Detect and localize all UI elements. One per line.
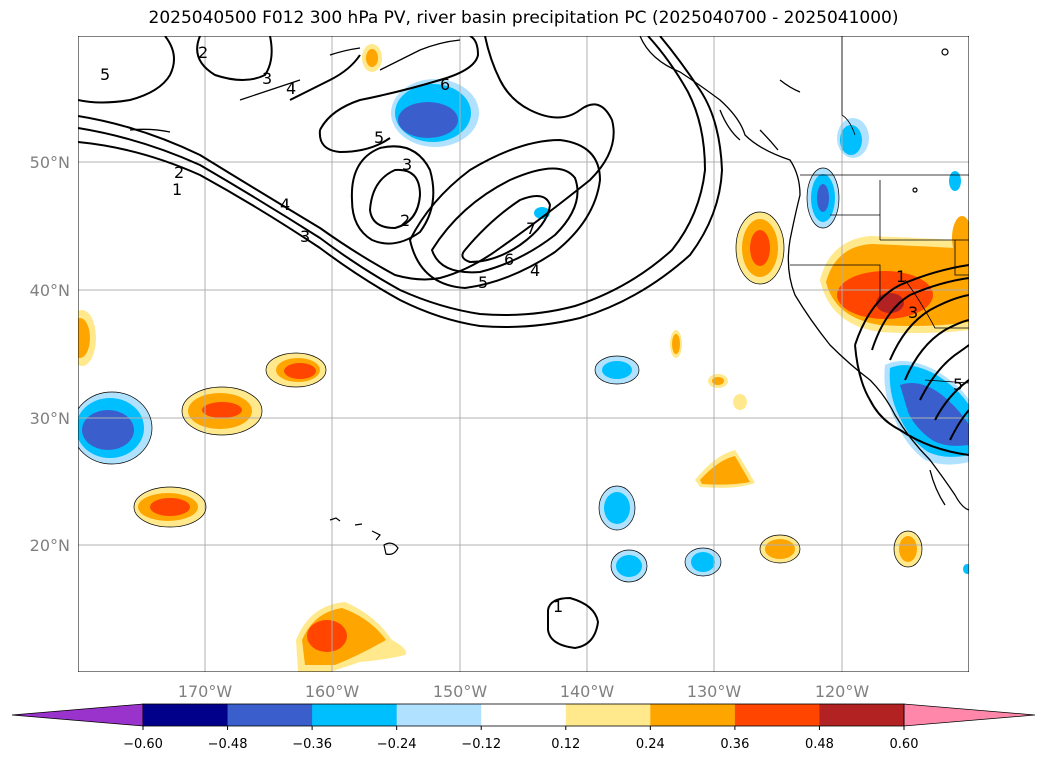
colorbar-tick-label: 0.24 [636, 737, 665, 752]
shading-outlines [78, 167, 923, 583]
map-panel: 1 2 3 4 5 6 7 4 2 3 5 6 3 4 2 5 1 3 5 1 [78, 36, 969, 672]
colorbar-tick-label: −0.60 [123, 737, 163, 752]
contour-label: 6 [504, 250, 514, 269]
contour-label: 3 [402, 155, 412, 174]
graticule [78, 36, 969, 672]
colorbar-tick-label: −0.48 [208, 737, 248, 752]
colorbar-segment [143, 704, 229, 726]
contour-label: 3 [262, 69, 272, 88]
contour-label: 5 [100, 65, 110, 84]
contour-label: 2 [174, 163, 184, 182]
colorbar-tick-label: 0.48 [805, 737, 834, 752]
contour-label: 6 [440, 75, 450, 94]
colorbar-segment [481, 704, 567, 726]
contour-label: 1 [172, 180, 182, 199]
colorbar-outline [142, 703, 905, 727]
contour-label: 1 [553, 597, 563, 616]
lon-label: 130°W [687, 682, 742, 701]
contour-label: 3 [908, 303, 918, 322]
contour-label: 5 [953, 375, 963, 394]
colorbar-right-extension [903, 703, 1036, 727]
contour-label: 7 [526, 219, 536, 238]
lon-label: 120°W [815, 682, 870, 701]
colorbar: −0.60 −0.48 −0.36 −0.24 −0.12 0.12 0.24 0.36 0.4… [11, 703, 1036, 752]
lat-label: 40°N [30, 281, 70, 300]
political-borders [790, 36, 969, 384]
lon-label: 170°W [178, 682, 233, 701]
lat-label: 30°N [30, 409, 70, 428]
colorbar-tick-label: −0.36 [292, 737, 332, 752]
contour-label: 2 [400, 211, 410, 230]
contour-label: 4 [286, 79, 296, 98]
colorbar-tick-label: 0.36 [720, 737, 749, 752]
coastlines [129, 36, 969, 511]
islands [329, 48, 949, 555]
contour-label: 3 [300, 227, 310, 246]
colorbar-tick-label: −0.12 [461, 737, 501, 752]
colorbar-segment [650, 704, 736, 726]
contour-labels: 1 2 3 4 5 6 7 4 2 3 5 6 3 4 2 5 1 3 5 1 [100, 43, 963, 616]
colorbar-segment [819, 704, 905, 726]
contour-label: 2 [198, 43, 208, 62]
contour-label: 5 [374, 128, 384, 147]
lon-label: 160°W [305, 682, 360, 701]
lon-label: 150°W [433, 682, 488, 701]
precip-negative-shading [78, 79, 969, 582]
pv-contours [78, 36, 969, 650]
colorbar-tick-label: 0.60 [890, 737, 919, 752]
lat-label: 20°N [30, 536, 70, 555]
lon-label: 140°W [560, 682, 615, 701]
contour-label: 4 [530, 261, 540, 280]
colorbar-segment [565, 704, 651, 726]
colorbar-tick-label: 0.12 [551, 737, 580, 752]
colorbar-tick-label: −0.24 [377, 737, 417, 752]
latitude-labels: 50°N 40°N 30°N 20°N [30, 153, 70, 555]
contour-label: 4 [280, 195, 290, 214]
colorbar-segment [227, 704, 313, 726]
contour-label: 5 [478, 273, 488, 292]
colorbar-segment [312, 704, 398, 726]
contour-label: 1 [896, 267, 906, 286]
lat-label: 50°N [30, 153, 70, 172]
map-title: 2025040500 F012 300 hPa PV, river basin … [148, 8, 899, 28]
colorbar-left-extension [11, 703, 144, 727]
colorbar-segment [734, 704, 820, 726]
longitude-labels: 170°W 160°W 150°W 140°W 130°W 120°W [178, 682, 870, 701]
colorbar-segment [396, 704, 482, 726]
